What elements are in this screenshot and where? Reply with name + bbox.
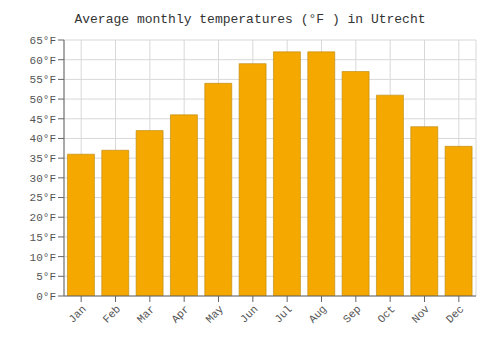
svg-text:Feb: Feb: [101, 303, 123, 325]
svg-text:Nov: Nov: [410, 303, 433, 326]
svg-text:55°F: 55°F: [30, 74, 56, 86]
svg-text:60°F: 60°F: [30, 55, 56, 67]
html-text:Average monthly temperatures (: Average monthly temperatures (°F ) in Ut…: [74, 12, 426, 27]
svg-text:Sep: Sep: [341, 303, 363, 325]
svg-text:5°F: 5°F: [36, 271, 56, 283]
svg-text:Apr: Apr: [169, 303, 191, 325]
svg-text:Oct: Oct: [375, 303, 397, 325]
svg-text:Jan: Jan: [66, 303, 88, 325]
svg-text:Aug: Aug: [307, 303, 329, 325]
svg-text:Dec: Dec: [444, 303, 466, 325]
svg-text:Jun: Jun: [238, 303, 260, 325]
svg-text:10°F: 10°F: [30, 252, 56, 264]
svg-text:15°F: 15°F: [30, 232, 56, 244]
svg-text:20°F: 20°F: [30, 212, 56, 224]
svg-text:50°F: 50°F: [30, 94, 56, 106]
svg-text:65°F: 65°F: [30, 35, 56, 47]
svg-text:30°F: 30°F: [30, 173, 56, 185]
svg-text:Jul: Jul: [272, 303, 294, 325]
svg-text:25°F: 25°F: [30, 192, 56, 204]
svg-text:May: May: [204, 303, 227, 326]
svg-text:45°F: 45°F: [30, 114, 56, 126]
svg-text:0°F: 0°F: [36, 291, 56, 303]
svg-text:Mar: Mar: [135, 303, 157, 325]
svg-text:40°F: 40°F: [30, 133, 56, 145]
svg-text:35°F: 35°F: [30, 153, 56, 165]
